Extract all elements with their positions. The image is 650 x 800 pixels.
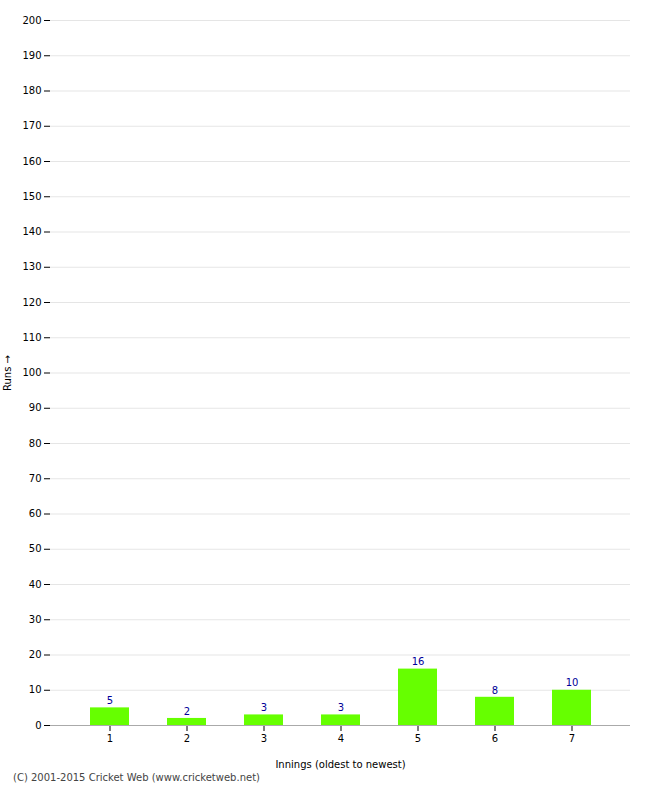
svg-text:50: 50 [29,543,42,554]
svg-text:10: 10 [29,684,42,695]
svg-text:150: 150 [22,191,41,202]
html-text:(C) 2001-2015 Cricket Web (www: (C) 2001-2015 Cricket Web (www.cricketwe… [13,772,260,783]
svg-text:120: 120 [22,297,41,308]
svg-text:10: 10 [566,677,579,688]
svg-text:80: 80 [29,438,42,449]
svg-text:90: 90 [29,402,42,413]
svg-text:100: 100 [22,367,41,378]
svg-text:170: 170 [22,120,41,131]
svg-text:130: 130 [22,261,41,272]
svg-text:140: 140 [22,226,41,237]
svg-text:40: 40 [29,579,42,590]
svg-text:180: 180 [22,85,41,96]
svg-text:60: 60 [29,508,42,519]
svg-text:3: 3 [261,702,267,713]
svg-text:5: 5 [415,733,421,744]
svg-text:7: 7 [569,733,575,744]
svg-text:5: 5 [107,695,113,706]
svg-text:2: 2 [184,733,190,744]
svg-text:3: 3 [338,702,344,713]
svg-text:6: 6 [492,733,498,744]
svg-text:1: 1 [107,733,113,744]
svg-text:2: 2 [184,706,190,717]
svg-text:3: 3 [261,733,267,744]
svg-text:70: 70 [29,473,42,484]
svg-text:16: 16 [412,656,425,667]
svg-text:Runs →: Runs → [2,355,13,391]
svg-text:160: 160 [22,156,41,167]
svg-text:0: 0 [35,720,41,731]
svg-text:20: 20 [29,649,42,660]
svg-text:30: 30 [29,614,42,625]
svg-text:190: 190 [22,50,41,61]
svg-text:8: 8 [492,685,498,696]
svg-text:4: 4 [338,733,344,744]
svg-text:Innings (oldest to newest): Innings (oldest to newest) [275,759,405,770]
svg-text:200: 200 [22,15,41,26]
svg-text:110: 110 [22,332,41,343]
